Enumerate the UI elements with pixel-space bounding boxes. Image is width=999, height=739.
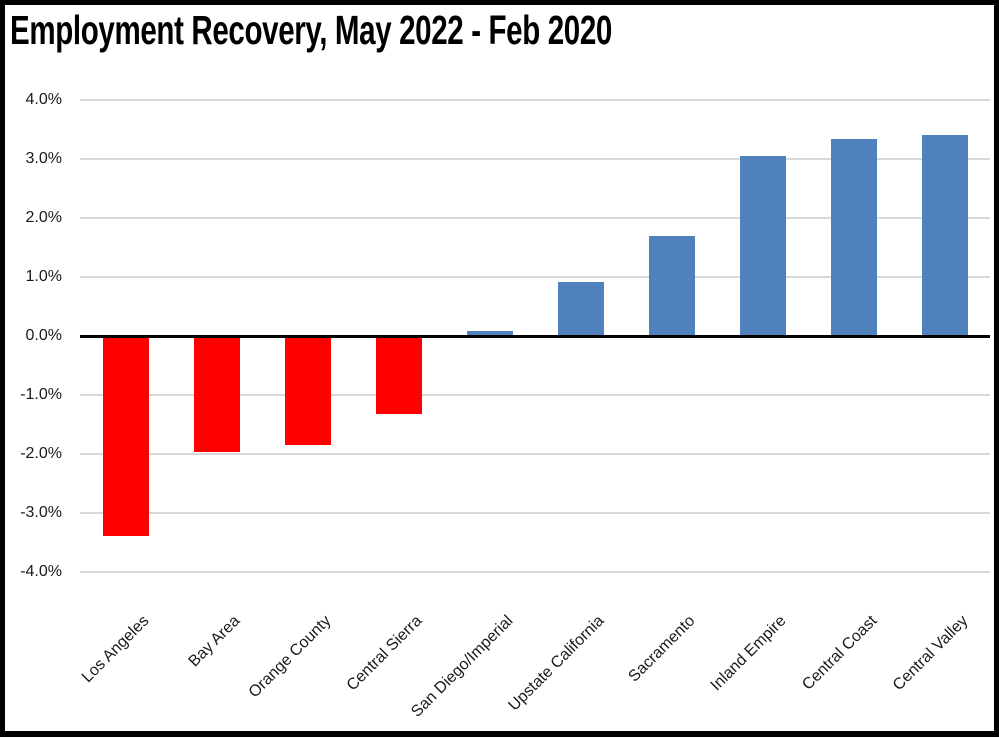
y-axis-tick-label: -3.0% <box>20 504 62 521</box>
bar-bay-area <box>194 336 240 452</box>
gridline <box>80 276 990 278</box>
gridline <box>80 512 990 514</box>
y-axis-tick-label: 0.0% <box>25 327 62 344</box>
bar-central-sierra <box>376 336 422 414</box>
bar-sacramento <box>649 236 695 336</box>
bar-central-valley <box>922 135 968 336</box>
bar-upstate-california <box>558 282 604 336</box>
gridline <box>80 571 990 573</box>
y-axis-tick-label: 3.0% <box>25 150 62 167</box>
chart-title: Employment Recovery, May 2022 - Feb 2020 <box>10 7 612 53</box>
y-axis-tick-label: 2.0% <box>25 209 62 226</box>
gridline <box>80 158 990 160</box>
gridline <box>80 99 990 101</box>
plot-area: 4.0% 3.0% 2.0% 1.0% 0.0% -1.0% -2.0% -3.0% -4.0%… <box>5 5 994 731</box>
y-axis-tick-label: -1.0% <box>20 386 62 403</box>
bar-san-diego-imperial <box>467 331 513 336</box>
gridline <box>80 394 990 396</box>
bar-orange-county <box>285 336 331 445</box>
bar-inland-empire <box>740 156 786 336</box>
gridline <box>80 217 990 219</box>
bar-central-coast <box>831 139 877 336</box>
gridline <box>80 453 990 455</box>
y-axis-tick-label: -4.0% <box>20 563 62 580</box>
y-axis-tick-label: -2.0% <box>20 445 62 462</box>
y-axis-tick-label: 4.0% <box>25 91 62 108</box>
bar-los-angeles <box>103 336 149 536</box>
x-axis-line <box>80 335 990 338</box>
y-axis-tick-label: 1.0% <box>25 268 62 285</box>
